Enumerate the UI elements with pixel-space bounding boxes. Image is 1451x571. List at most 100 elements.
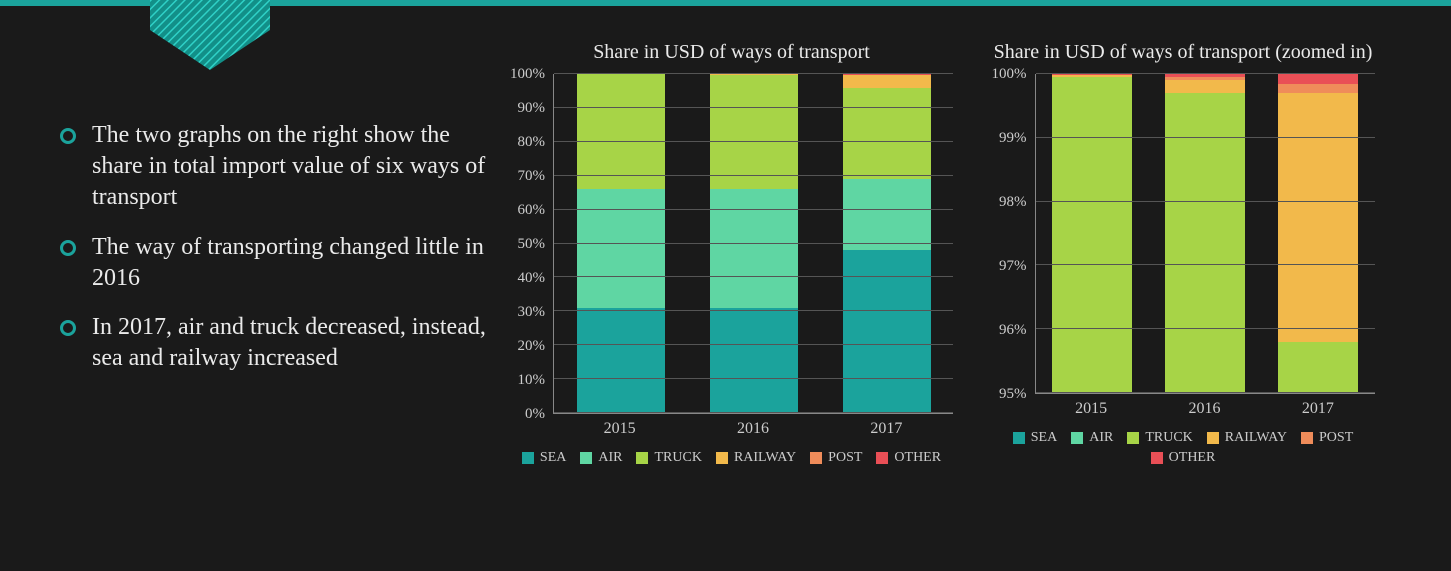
- legend-swatch: [636, 452, 648, 464]
- gridline: [1036, 264, 1375, 265]
- legend-swatch: [522, 452, 534, 464]
- gridline: [554, 276, 953, 277]
- legend-swatch: [1127, 432, 1139, 444]
- legend-swatch: [580, 452, 592, 464]
- gridline: [554, 209, 953, 210]
- gridline: [1036, 392, 1375, 393]
- gridline: [554, 175, 953, 176]
- legend-swatch: [1301, 432, 1313, 444]
- bar-segment-sea: [577, 308, 665, 413]
- bullet-text: In 2017, air and truck decreased, instea…: [92, 312, 490, 374]
- bar-segment-railway: [1278, 93, 1358, 342]
- legend: SEA AIR TRUCK RAILWAY POST OTHER: [522, 450, 941, 466]
- legend-swatch: [876, 452, 888, 464]
- legend-label: TRUCK: [1145, 430, 1192, 446]
- legend-label: POST: [828, 450, 862, 466]
- gridline: [554, 243, 953, 244]
- gridline: [554, 310, 953, 311]
- legend-label: RAILWAY: [1225, 430, 1287, 446]
- bar-segment-truck: [1052, 77, 1132, 393]
- legend-item: POST: [810, 450, 862, 466]
- gridline: [554, 412, 953, 413]
- chevron-decoration: [150, 0, 270, 70]
- legend-item: TRUCK: [1127, 430, 1192, 446]
- legend-item: AIR: [580, 450, 622, 466]
- legend-item: POST: [1301, 430, 1353, 446]
- plot-area: [553, 74, 953, 414]
- bar: [1278, 74, 1358, 393]
- bullet-marker-icon: [60, 240, 76, 256]
- bullet-marker-icon: [60, 320, 76, 336]
- bar-segment-other: [1278, 74, 1358, 84]
- bullet-item: The two graphs on the right show the sha…: [60, 120, 490, 214]
- legend-label: AIR: [598, 450, 622, 466]
- chart-zoomed: Share in USD of ways of transport (zoome…: [983, 40, 1383, 551]
- legend-item: SEA: [1013, 430, 1057, 446]
- bar-segment-railway: [843, 75, 931, 88]
- y-axis: 0%10%20%30%40%50%60%70%80%90%100%: [510, 74, 553, 414]
- bullet-text: The way of transporting changed little i…: [92, 232, 490, 294]
- legend-label: SEA: [1031, 430, 1057, 446]
- gridline: [554, 378, 953, 379]
- gridline: [554, 73, 953, 74]
- x-tick-label: 2016: [1188, 400, 1220, 418]
- x-tick-label: 2017: [870, 420, 902, 438]
- legend-item: OTHER: [876, 450, 941, 466]
- bar-segment-truck: [843, 88, 931, 179]
- legend: SEA AIR TRUCK RAILWAY POST OTHER: [983, 430, 1383, 466]
- legend-label: POST: [1319, 430, 1353, 446]
- legend-item: OTHER: [1151, 450, 1216, 466]
- x-axis: 2015 2016 2017: [1035, 400, 1375, 418]
- bullet-item: In 2017, air and truck decreased, instea…: [60, 312, 490, 374]
- plot-area: [1035, 74, 1375, 394]
- gridline: [554, 344, 953, 345]
- chart-main: Share in USD of ways of transport 0%10%2…: [510, 40, 953, 551]
- legend-swatch: [716, 452, 728, 464]
- x-tick-label: 2015: [604, 420, 636, 438]
- bar: [577, 74, 665, 413]
- bar-segment-truck: [1165, 93, 1245, 393]
- legend-label: AIR: [1089, 430, 1113, 446]
- bar-segment-railway: [1165, 80, 1245, 93]
- bar-segment-air: [843, 179, 931, 250]
- legend-label: OTHER: [894, 450, 941, 466]
- x-axis: 2015 2016 2017: [553, 420, 953, 438]
- gridline: [554, 107, 953, 108]
- x-tick-label: 2016: [737, 420, 769, 438]
- bar-segment-sea: [710, 308, 798, 413]
- bar-segment-air: [710, 189, 798, 308]
- bar-segment-post: [1278, 84, 1358, 94]
- legend-swatch: [1013, 432, 1025, 444]
- x-tick-label: 2017: [1302, 400, 1334, 418]
- legend-item: TRUCK: [636, 450, 701, 466]
- gridline: [1036, 328, 1375, 329]
- legend-item: SEA: [522, 450, 566, 466]
- bullet-marker-icon: [60, 128, 76, 144]
- bar-segment-truck: [577, 74, 665, 189]
- bar: [1052, 74, 1132, 393]
- gridline: [554, 141, 953, 142]
- chart-title: Share in USD of ways of transport (zoome…: [994, 40, 1373, 64]
- bullet-panel: The two graphs on the right show the sha…: [60, 40, 490, 551]
- legend-item: RAILWAY: [716, 450, 796, 466]
- bar: [843, 74, 931, 413]
- gridline: [1036, 137, 1375, 138]
- legend-label: TRUCK: [654, 450, 701, 466]
- chart-title: Share in USD of ways of transport: [593, 40, 870, 64]
- bar-segment-air: [577, 189, 665, 308]
- legend-item: RAILWAY: [1207, 430, 1287, 446]
- legend-swatch: [810, 452, 822, 464]
- x-tick-label: 2015: [1075, 400, 1107, 418]
- legend-label: SEA: [540, 450, 566, 466]
- bar-segment-truck: [1278, 342, 1358, 393]
- bar: [1165, 74, 1245, 393]
- gridline: [1036, 73, 1375, 74]
- bar-segment-truck: [710, 75, 798, 189]
- legend-swatch: [1207, 432, 1219, 444]
- bar-segment-sea: [843, 250, 931, 413]
- legend-swatch: [1071, 432, 1083, 444]
- bar: [710, 74, 798, 413]
- legend-item: AIR: [1071, 430, 1113, 446]
- bullet-text: The two graphs on the right show the sha…: [92, 120, 490, 214]
- bullet-item: The way of transporting changed little i…: [60, 232, 490, 294]
